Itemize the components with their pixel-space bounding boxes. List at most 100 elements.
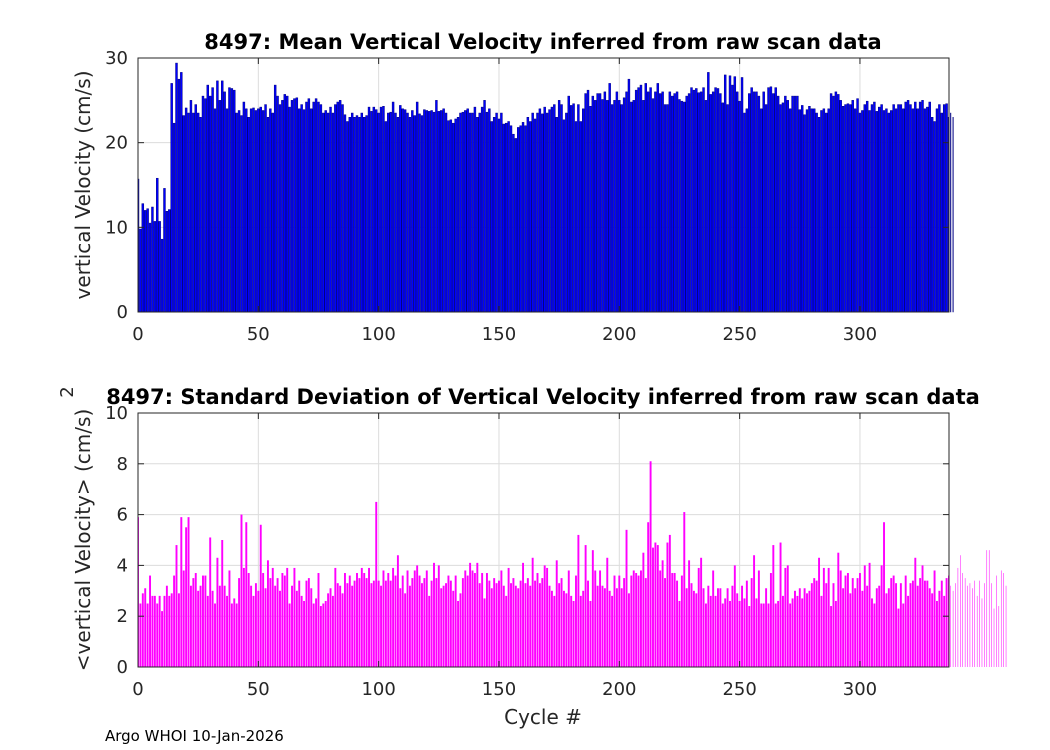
- bottom-bar: [348, 575, 351, 667]
- bottom-bar: [303, 600, 306, 667]
- top-bar: [683, 101, 686, 313]
- bottom-bar: [322, 603, 325, 667]
- top-bar: [257, 108, 260, 313]
- top-plot-frame: [137, 57, 950, 313]
- top-bar: [305, 101, 308, 313]
- top-bar: [825, 112, 828, 313]
- bottom-bar: [478, 583, 481, 667]
- bottom-bar: [144, 588, 147, 667]
- bottom-bar: [524, 583, 527, 667]
- bottom-bar: [218, 585, 221, 667]
- top-bar: [767, 87, 770, 313]
- top-bar: [740, 77, 744, 313]
- bottom-bar: [228, 570, 231, 667]
- top-bar: [170, 83, 173, 313]
- top-bar: [584, 93, 587, 313]
- top-bar: [772, 93, 775, 313]
- bottom-bar: [197, 590, 200, 667]
- bottom-bar: [834, 600, 837, 667]
- top-bar: [406, 112, 409, 313]
- bottom-bar: [649, 461, 652, 667]
- top-bar: [880, 104, 883, 313]
- bottom-bar: [353, 580, 356, 667]
- bottom-bar: [514, 585, 517, 667]
- bottom-bar: [866, 585, 869, 667]
- bottom-bar: [360, 567, 363, 667]
- bottom-bar: [685, 588, 688, 667]
- top-bar: [146, 208, 149, 313]
- bottom-bar: [673, 573, 676, 667]
- bottom-bar: [986, 550, 988, 667]
- top-y-axis-label: vertical Velocity (cm/s): [71, 71, 95, 300]
- top-bar: [594, 100, 597, 313]
- bottom-bar: [300, 595, 303, 667]
- bottom-bar: [368, 567, 370, 667]
- bottom-bar: [502, 585, 505, 667]
- top-bar: [933, 121, 936, 313]
- top-bar: [444, 112, 448, 313]
- bottom-bar: [319, 606, 322, 667]
- top-bar: [440, 110, 443, 313]
- bottom-bar: [731, 585, 734, 667]
- top-bar: [415, 101, 419, 313]
- bottom-bar: [945, 578, 948, 667]
- top-bar: [343, 114, 347, 313]
- bottom-bar: [962, 573, 963, 667]
- bottom-bar: [375, 501, 378, 667]
- top-bar: [478, 112, 481, 313]
- top-bar: [196, 112, 200, 313]
- top-bar: [199, 117, 202, 313]
- bottom-plot-frame: [137, 412, 950, 668]
- bottom-bar: [307, 578, 310, 667]
- bottom-bar: [627, 593, 630, 667]
- bottom-bar: [392, 567, 395, 667]
- bottom-bar: [428, 595, 431, 667]
- top-bar: [644, 83, 647, 313]
- top-bar: [382, 106, 385, 313]
- bottom-bar: [885, 593, 888, 667]
- bottom-bar: [620, 588, 623, 667]
- bottom-bar: [615, 588, 618, 667]
- bottom-bar: [659, 570, 662, 667]
- bottom-bar: [264, 588, 267, 667]
- bottom-bar: [972, 588, 973, 667]
- bottom-chart-title: 8497: Standard Deviation of Vertical Vel…: [106, 385, 980, 409]
- top-bar: [240, 115, 243, 313]
- top-bar: [704, 100, 708, 313]
- top-bar: [892, 104, 895, 313]
- bottom-bar: [827, 567, 830, 667]
- bottom-bar: [820, 595, 823, 667]
- top-bar: [921, 100, 924, 313]
- bottom-bar: [899, 583, 902, 667]
- bottom-bar: [808, 590, 811, 667]
- top-bar: [829, 93, 833, 313]
- top-bar: [261, 110, 265, 313]
- top-bar: [755, 91, 758, 313]
- top-bar: [189, 100, 193, 313]
- bottom-bar: [712, 570, 715, 667]
- top-bar: [281, 100, 284, 313]
- bottom-bar: [936, 600, 938, 667]
- top-bar: [885, 108, 888, 313]
- top-bar: [757, 95, 761, 313]
- bottom-bar: [625, 529, 628, 667]
- top-bar: [336, 101, 339, 313]
- bottom-bar: [892, 575, 895, 667]
- top-bar: [290, 100, 294, 313]
- bottom-bar: [584, 545, 587, 667]
- top-bar: [187, 112, 190, 313]
- top-bar: [899, 104, 903, 313]
- bottom-bar: [233, 598, 236, 667]
- bottom-bar: [346, 583, 349, 667]
- bottom-bar: [517, 588, 520, 667]
- bottom-bar: [873, 603, 876, 667]
- top-bar: [430, 110, 433, 313]
- bottom-bar: [810, 583, 813, 667]
- bottom-bar: [498, 580, 500, 667]
- bottom-bar: [854, 588, 857, 667]
- top-bar: [890, 110, 893, 313]
- top-bar: [514, 138, 518, 313]
- top-bar: [928, 101, 931, 313]
- bottom-bar: [305, 580, 308, 667]
- top-bar: [738, 100, 741, 313]
